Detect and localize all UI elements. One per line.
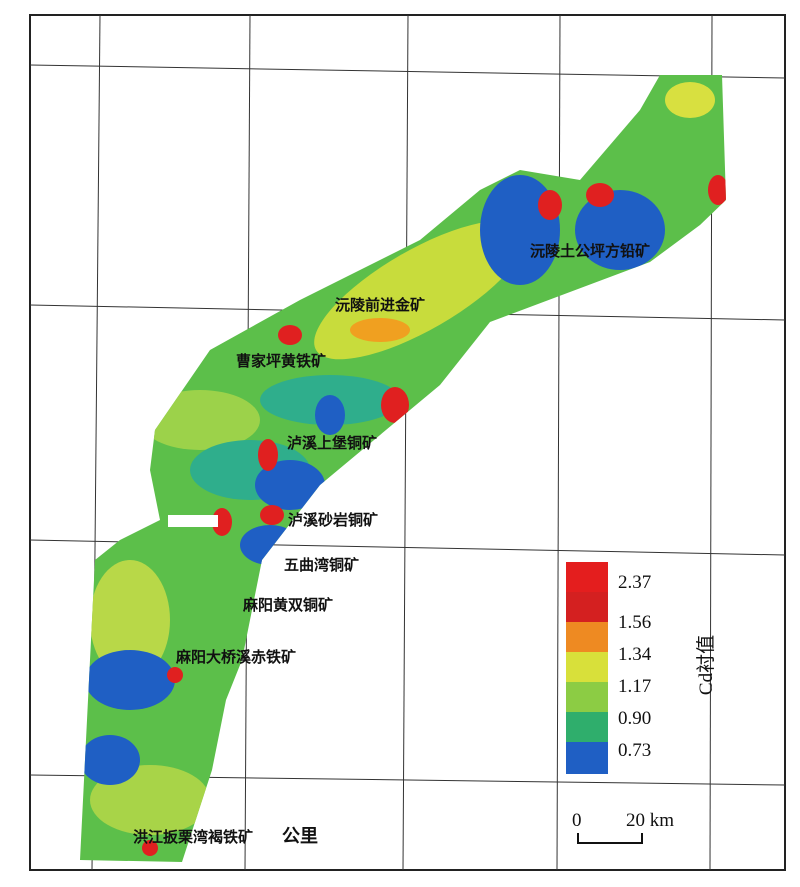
legend-label: 0.73	[618, 740, 651, 761]
site-label: 沅陵前进金矿	[335, 296, 425, 314]
legend-swatch	[566, 682, 608, 712]
site-label: 麻阳黄双铜矿	[242, 596, 333, 614]
site-label: 沅陵土公坪方铅矿	[530, 242, 650, 260]
scale-end: 20 km	[626, 810, 674, 831]
scale-line	[577, 833, 643, 844]
scale-bar: 0 20 km	[572, 810, 674, 844]
legend-title: Cd衬值	[695, 635, 717, 695]
legend-label: 1.56	[618, 612, 651, 633]
legend-swatch	[566, 562, 608, 592]
scale-start: 0	[572, 810, 582, 831]
unit-label: 公里	[282, 826, 318, 847]
legend-label: 1.34	[618, 644, 652, 665]
data-gap	[168, 515, 218, 527]
legend-swatch	[566, 652, 608, 682]
site-label: 五曲湾铜矿	[284, 556, 359, 574]
site-label: 洪江扳栗湾褐铁矿	[133, 828, 253, 846]
site-label: 麻阳大桥溪赤铁矿	[175, 648, 296, 666]
legend-swatch	[566, 742, 608, 774]
site-label: 曹家坪黄铁矿	[236, 352, 326, 370]
legend-swatch	[566, 622, 608, 652]
legend-swatch	[566, 712, 608, 742]
site-label: 泸溪砂岩铜矿	[288, 511, 378, 529]
site-label: 泸溪上堡铜矿	[287, 434, 377, 452]
legend-label: 1.17	[618, 676, 651, 697]
site-labels: 沅陵土公坪方铅矿 沅陵前进金矿 曹家坪黄铁矿 泸溪上堡铜矿 泸溪砂岩铜矿 五曲湾…	[133, 242, 650, 847]
legend: 2.37 1.56 1.34 1.17 0.90 0.73 Cd衬值	[566, 562, 717, 774]
legend-label: 0.90	[618, 708, 651, 729]
legend-label: 2.37	[618, 572, 651, 593]
legend-swatch	[566, 592, 608, 622]
